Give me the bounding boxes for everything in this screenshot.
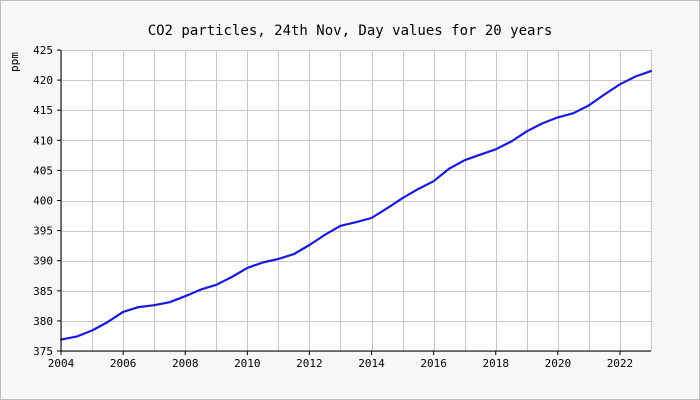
x-tick-label: 2004 (48, 357, 75, 370)
y-tick-label: 420 (33, 74, 53, 87)
y-tick-label: 395 (33, 225, 53, 238)
plot-area (61, 50, 651, 351)
y-tick-labels: 375 380 385 390 395 400 405 410 415 420 425 (33, 44, 61, 358)
series-layer (59, 69, 653, 341)
x-tick-label: 2012 (296, 357, 323, 370)
x-tick-label: 2006 (110, 357, 137, 370)
x-tick-label: 2010 (234, 357, 261, 370)
y-tick-label: 400 (33, 195, 53, 208)
x-tick-labels: 2004 2006 2008 2010 2012 2014 2016 2018 2020 2022 (48, 351, 633, 370)
x-tick-label: 2022 (607, 357, 634, 370)
y-tick-label: 410 (33, 134, 53, 147)
x-tick-label: 2014 (358, 357, 385, 370)
x-tick-label: 2016 (420, 357, 447, 370)
chart-title: CO2 particles, 24th Nov, Day values for … (148, 23, 553, 39)
x-tick-label: 2008 (172, 357, 199, 370)
x-tick-label: 2018 (482, 357, 509, 370)
y-tick-label: 385 (33, 285, 53, 298)
y-tick-label: 415 (33, 104, 53, 117)
y-tick-label: 425 (33, 44, 53, 57)
y-tick-label: 390 (33, 255, 53, 268)
x-tick-label: 2020 (545, 357, 572, 370)
y-tick-label: 380 (33, 315, 53, 328)
y-axis-label: ppm (8, 52, 21, 72)
y-tick-label: 405 (33, 164, 53, 177)
y-tick-label: 375 (33, 345, 53, 358)
grid-lines (61, 50, 652, 352)
series-line-1 (59, 69, 653, 341)
